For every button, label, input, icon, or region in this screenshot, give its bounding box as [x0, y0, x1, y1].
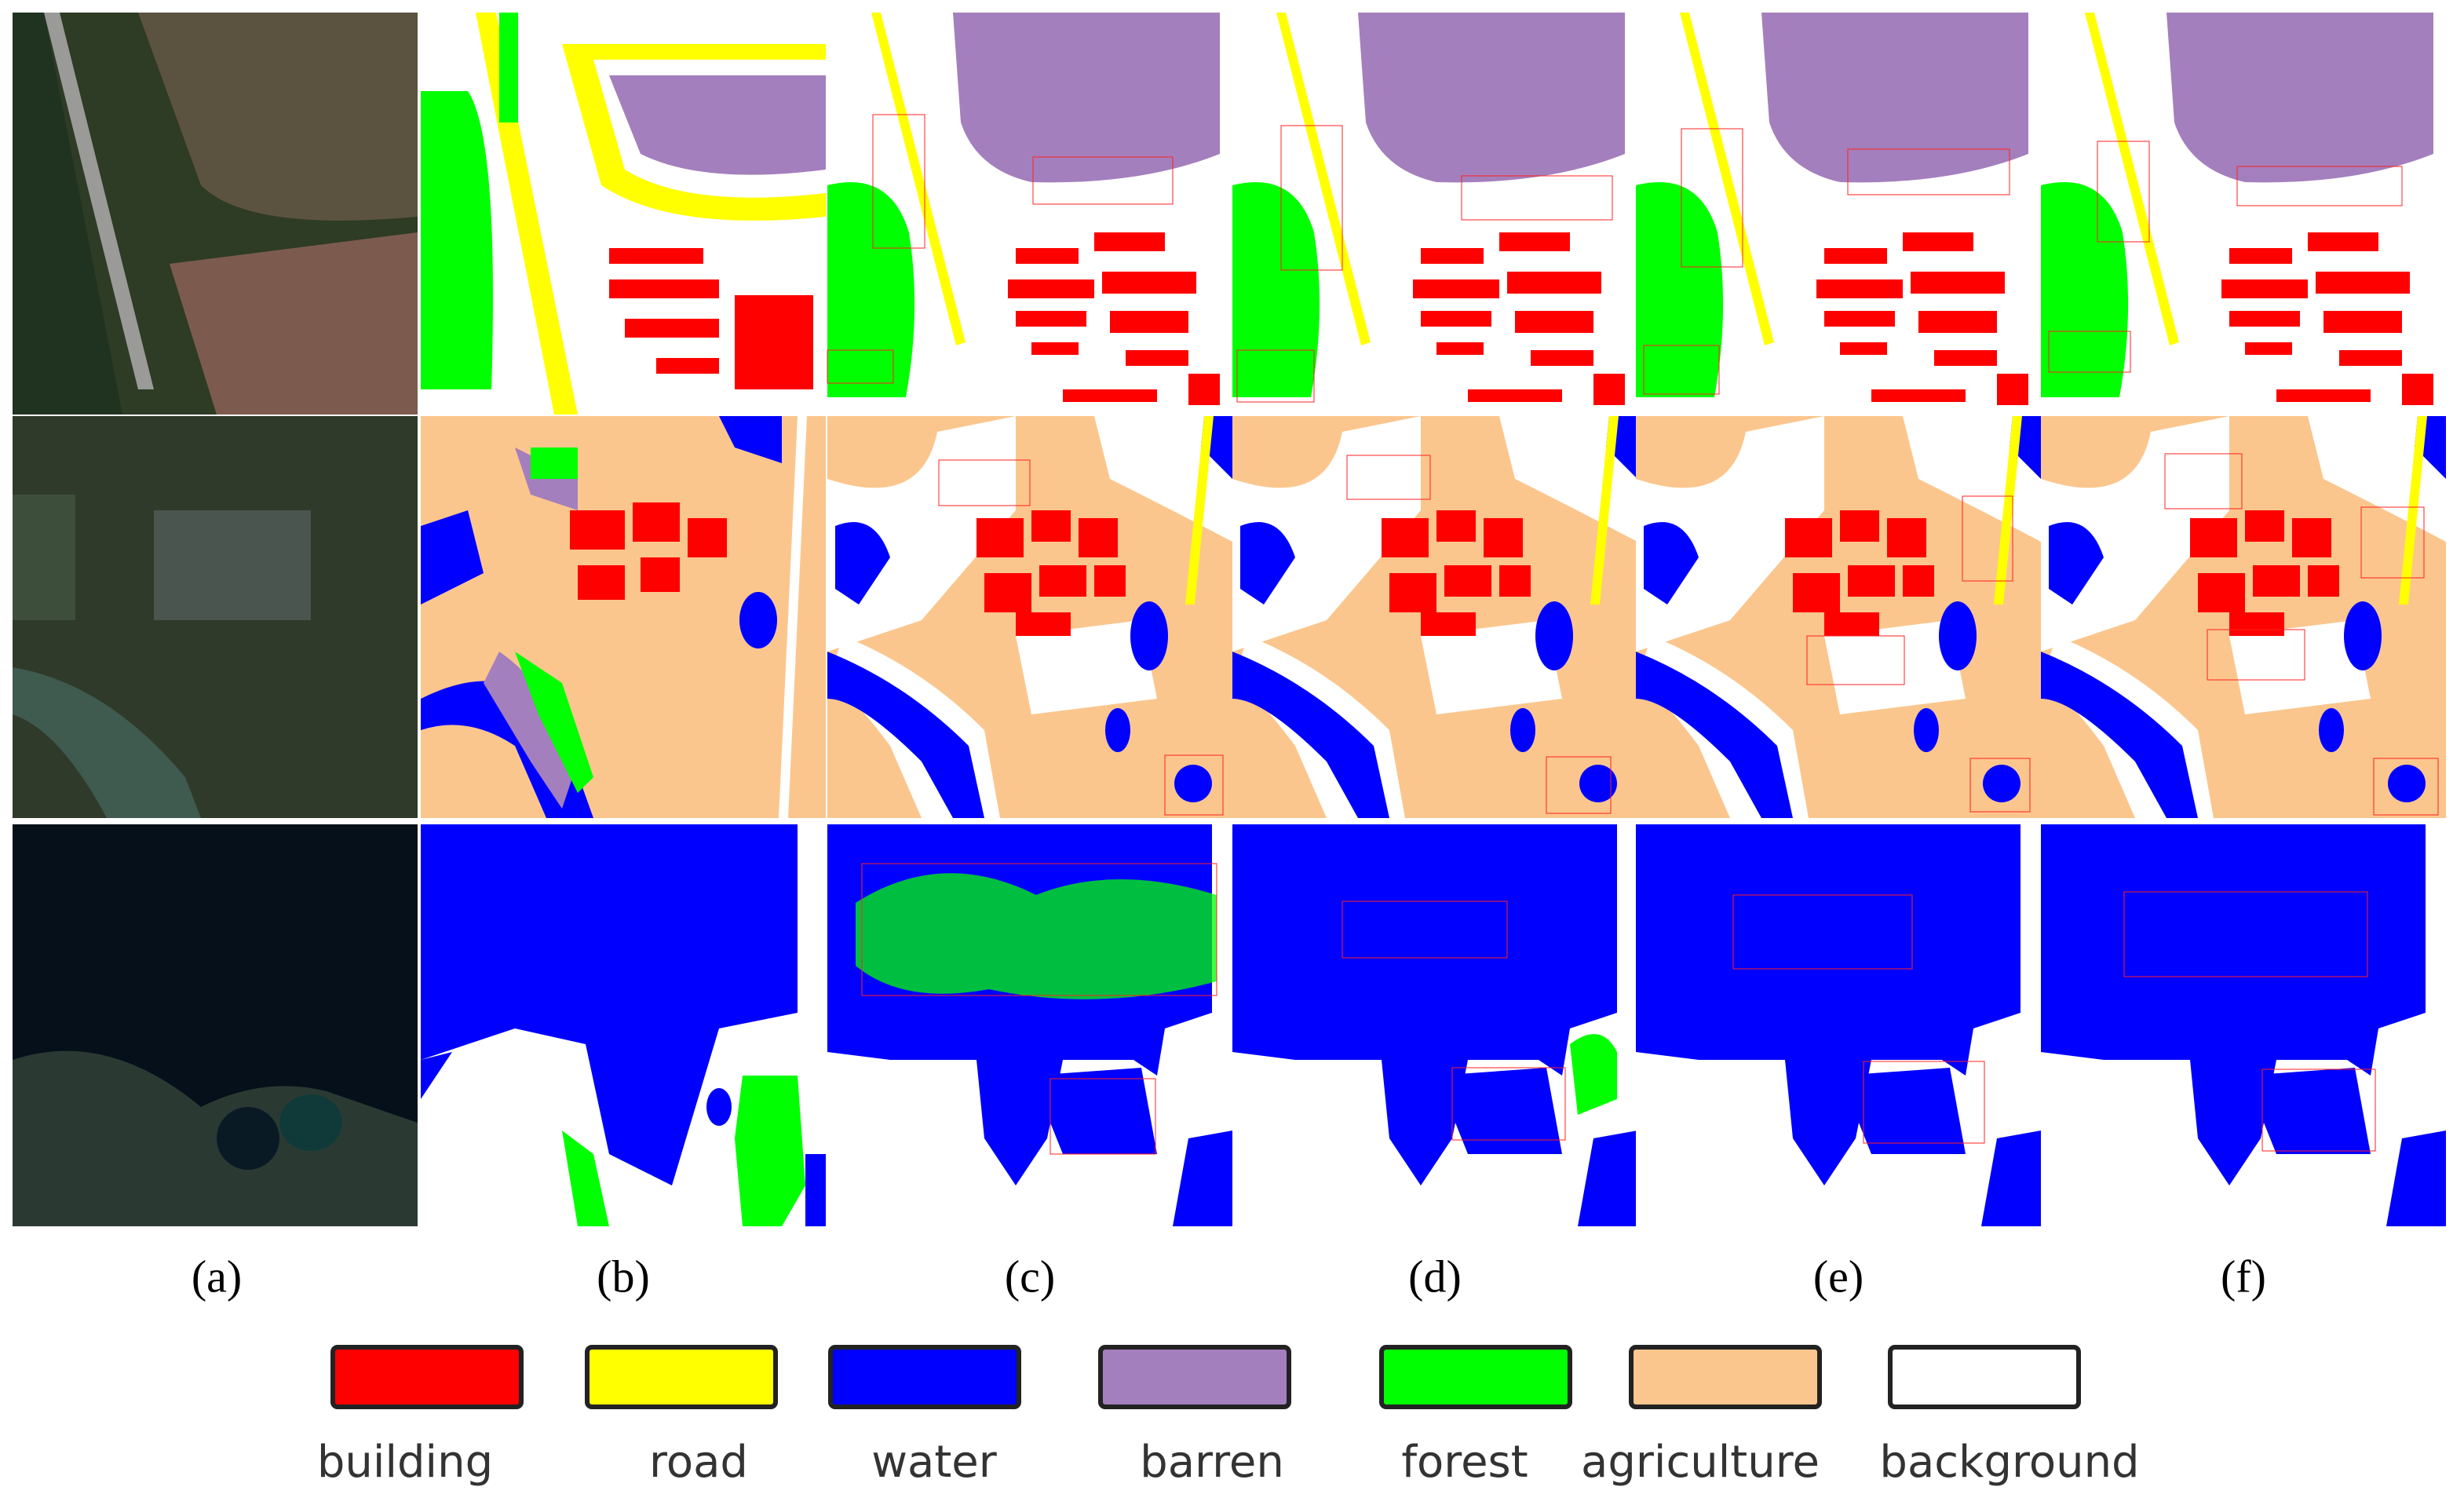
legend-label: agriculture: [1581, 1437, 1820, 1488]
panel-label: (e): [1813, 1251, 1864, 1302]
ground-truth: [421, 416, 826, 818]
legend-swatch: [828, 1345, 1021, 1409]
input-image: [13, 416, 418, 818]
ground-truth: [421, 13, 826, 415]
highlight-boxes: [861, 863, 2376, 1155]
panel-label: (d): [1408, 1251, 1462, 1302]
legend-swatch: [1629, 1345, 1822, 1409]
legend-label: road: [649, 1437, 748, 1488]
panel-label: (f): [2221, 1251, 2266, 1302]
panel-label: (c): [1005, 1251, 1055, 1302]
legend-swatch: [585, 1345, 778, 1409]
panel-labels: (a) (b) (c) (d) (e) (f): [192, 1251, 2266, 1302]
legend-label: water: [871, 1437, 998, 1488]
legend-swatch: [330, 1345, 524, 1409]
highlight-boxes: [938, 453, 2439, 816]
legend-swatch: [1098, 1345, 1291, 1409]
legend-label: building: [317, 1437, 493, 1488]
legend: building road water barren forest agriculture…: [317, 1345, 2140, 1488]
highlight-boxes: [827, 114, 2403, 403]
legend-label: barren: [1140, 1437, 1284, 1488]
noise-region: [1570, 1034, 1617, 1115]
ground-truth: [421, 824, 826, 1226]
legend-swatch: [1888, 1345, 2081, 1409]
panel-label: (a): [192, 1251, 242, 1302]
legend-label: forest: [1401, 1437, 1528, 1488]
noise-region: [856, 873, 1217, 999]
input-image: [13, 824, 418, 1226]
panel-label: (b): [597, 1251, 650, 1302]
legend-label: background: [1879, 1437, 2139, 1488]
input-image: [13, 13, 418, 415]
legend-swatch: [1379, 1345, 1572, 1409]
